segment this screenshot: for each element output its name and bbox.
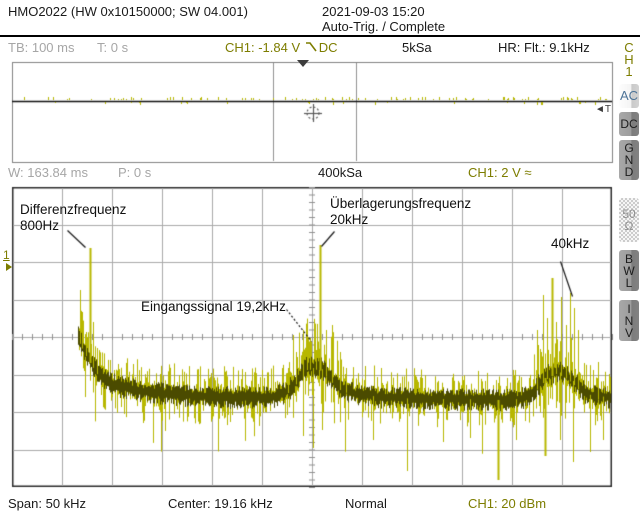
bandwidth-limit-button[interactable]: B W L xyxy=(619,250,639,291)
annotation-40khz: 40kHz xyxy=(551,236,590,251)
annotation-overlay-frequency: Überlagerungsfrequenz 20kHz xyxy=(330,196,472,227)
zoom-position-label: P: 0 s xyxy=(118,165,152,180)
trigger-settings-label: CH1: -1.84 V DC xyxy=(225,40,338,56)
trigger-time-label: T: 0 s xyxy=(97,40,129,55)
device-model-info: HMO2022 (HW 0x10150000; SW 04.001) xyxy=(8,4,248,19)
coupling-dc-button[interactable]: DC xyxy=(619,112,639,136)
trigger-coupling-text: DC xyxy=(318,40,338,55)
impedance-50ohm-button[interactable]: 50 Ω xyxy=(619,198,639,242)
zoom-window-width-label: W: 163.84 ms xyxy=(8,165,88,180)
channel-menu-label: C H 1 xyxy=(624,40,634,79)
timebase-label: TB: 100 ms xyxy=(8,40,75,55)
annotation-difference-frequency: Differenzfrequenz 800Hz xyxy=(20,202,127,233)
coupling-gnd-button[interactable]: G N D xyxy=(619,140,639,180)
zoom-sample-rate-label: 400kSa xyxy=(318,165,363,180)
channel-level-label: CH1: 20 dBm xyxy=(468,496,547,511)
invert-button[interactable]: I N V xyxy=(619,300,639,341)
trigger-level-marker[interactable]: ◄T xyxy=(595,104,612,115)
falling-edge-icon xyxy=(305,41,318,56)
fft-mode-label: Normal xyxy=(345,496,387,511)
center-frequency-label: Center: 19.16 kHz xyxy=(168,496,273,511)
hr-filter-label: HR: Flt.: 9.1kHz xyxy=(498,40,590,55)
channel1-reference-arrow-icon xyxy=(6,263,12,271)
coupling-ac-button[interactable]: AC xyxy=(619,84,639,108)
datetime-label: 2021-09-03 15:20 xyxy=(322,4,425,19)
trigger-level-text: CH1: -1.84 V xyxy=(225,40,301,55)
span-label: Span: 50 kHz xyxy=(8,496,87,511)
trigger-position-marker[interactable] xyxy=(297,60,309,67)
channel-scale-label: CH1: 2 V ≈ xyxy=(468,165,532,180)
annotation-input-signal: Eingangssignal 19,2kHz xyxy=(141,299,286,314)
trigger-status-label: Auto-Trig. / Complete xyxy=(322,19,446,34)
sample-rate-label: 5kSa xyxy=(402,40,432,55)
channel1-reference-marker[interactable]: 1 xyxy=(3,248,10,262)
header-separator xyxy=(0,35,640,37)
